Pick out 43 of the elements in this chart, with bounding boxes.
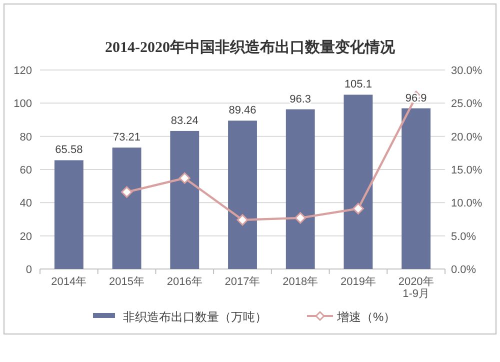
x-tick-label: 2014年: [51, 276, 87, 288]
y-tick-label: 40: [20, 198, 32, 210]
data-label: 96.9: [405, 92, 427, 104]
data-label: 105.1: [344, 78, 372, 91]
y2-tick-label: 15.0%: [451, 164, 482, 176]
point: [236, 214, 248, 226]
y-tick-label: 60: [20, 164, 32, 176]
y-tick-label: 100: [14, 98, 32, 110]
point: [178, 172, 190, 184]
y2-tick-label: 0.0%: [451, 264, 476, 276]
data-label: 83.24: [170, 114, 198, 127]
point: [121, 186, 133, 198]
data-label: 96.3: [290, 93, 312, 106]
y2-tick-label: 20.0%: [451, 131, 482, 144]
y2-tick-label: 5.0%: [451, 230, 476, 243]
y2-tick-label: 30.0%: [451, 65, 482, 77]
bar: [112, 148, 142, 269]
x-tick-label: 2018年: [282, 276, 318, 288]
bar: [286, 109, 315, 269]
legend-label: 非织造布出口数量（万吨）: [123, 310, 267, 324]
x-tick-label: 2016年: [166, 276, 202, 288]
y2-tick-label: 10.0%: [451, 198, 482, 210]
bar: [228, 120, 257, 269]
data-label: 65.58: [55, 144, 83, 156]
y2-tick-label: 25.0%: [451, 98, 482, 110]
y-tick-label: 120: [14, 65, 32, 77]
point: [294, 212, 306, 224]
x-tick-label: 2019年: [340, 276, 376, 288]
point: [352, 202, 364, 214]
bar: [170, 130, 200, 269]
x-tick-label: 2015年: [109, 276, 145, 288]
legend-label: 增速（%）: [336, 310, 396, 324]
chart-title: 2014-2020年中国非织造布出口数量变化情况: [105, 38, 396, 56]
y-tick-label: 20: [20, 230, 32, 243]
bar: [402, 108, 431, 269]
data-label: 89.46: [228, 104, 256, 117]
y-tick-label: 0: [26, 264, 32, 276]
y-tick-label: 80: [20, 131, 32, 144]
x-tick-label: 2017年: [224, 276, 260, 288]
bar: [344, 94, 373, 269]
bar: [54, 160, 84, 269]
data-label: 73.21: [113, 132, 141, 144]
x-tick-label: 2020年 1-9月: [398, 276, 434, 300]
